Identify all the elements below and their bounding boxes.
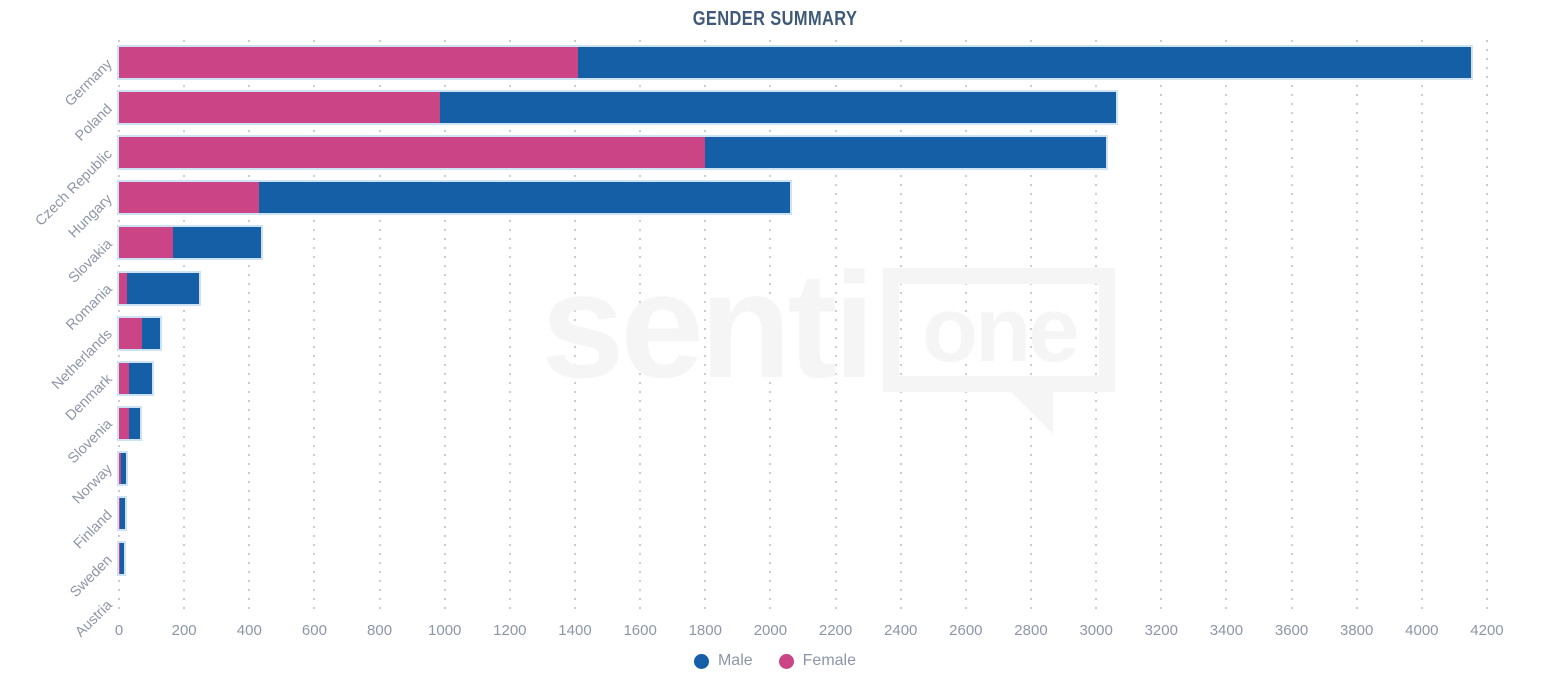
bar-finland[interactable] [119,498,125,529]
gridline-x-1200 [508,40,511,615]
gridline-x-200 [183,40,186,615]
legend-dot-icon [778,653,794,669]
gridline-x-2000 [769,40,772,615]
gridline-x-1400 [573,40,576,615]
bar-poland[interactable] [119,92,1116,124]
gridline-x-600 [313,40,316,615]
bar-segment-male[interactable] [119,498,125,529]
bar-segment-female[interactable] [119,272,128,304]
x-tick-label-0: 0 [114,622,124,639]
gridline-x-3800 [1355,40,1358,615]
bar-segment-female[interactable] [119,137,706,169]
x-tick-label-3200: 3200 [1144,622,1178,639]
bar-segment-male[interactable] [141,317,160,349]
legend-dot-icon [693,653,709,669]
bar-segment-male[interactable] [128,407,141,439]
gridline-x-1000 [443,40,446,615]
gridline-x-3400 [1225,40,1228,615]
category-label-germany: Germany [62,55,116,110]
bar-segment-female[interactable] [119,47,579,78]
bar-slovakia[interactable] [119,227,261,259]
gridline-x-2200 [834,40,837,615]
x-tick-label-3800: 3800 [1340,622,1374,639]
gridline-x-4000 [1420,40,1423,615]
bar-segment-male[interactable] [172,227,261,259]
x-tick-label-4200: 4200 [1470,622,1504,639]
gridline-x-2400 [899,40,902,615]
gridline-x-3200 [1160,40,1163,615]
x-tick-label-400: 400 [236,622,262,639]
bar-segment-male[interactable] [705,137,1106,169]
x-tick-label-2000: 2000 [753,622,788,639]
bar-slovenia[interactable] [119,407,141,439]
gridline-x-3000 [1095,40,1098,615]
bar-segment-male[interactable] [128,362,152,394]
watermark-bubble-tail-icon [995,376,1054,434]
bar-norway[interactable] [119,452,126,484]
bar-segment-male[interactable] [120,452,126,484]
x-tick-label-1400: 1400 [558,622,592,639]
sentione-watermark: senti one [541,250,1116,434]
gridline-x-4200 [1485,40,1488,615]
bar-segment-female[interactable] [119,452,121,484]
bar-segment-female[interactable] [119,317,142,349]
x-tick-label-3000: 3000 [1079,622,1113,639]
gridline-x-400 [248,40,251,615]
bar-segment-female[interactable] [119,362,129,394]
bar-segment-male[interactable] [259,182,790,214]
bar-romania[interactable] [119,272,199,304]
x-tick-label-4000: 4000 [1405,622,1439,639]
x-tick-label-1200: 1200 [493,622,527,639]
bar-denmark[interactable] [119,362,152,394]
x-tick-label-3400: 3400 [1209,622,1244,639]
legend: Male Female [0,652,1550,670]
legend-item-female[interactable]: Female [778,652,857,670]
bar-segment-female[interactable] [119,227,173,259]
bar-germany[interactable] [119,47,1471,78]
gridline-x-3600 [1290,40,1293,615]
x-tick-label-800: 800 [367,622,393,639]
bar-segment-male[interactable] [119,543,124,575]
bar-hungary[interactable] [119,182,790,214]
gridline-x-2600 [964,40,967,615]
x-tick-label-600: 600 [301,622,327,639]
bar-segment-male[interactable] [127,272,199,304]
chart-title: GENDER SUMMARY [692,8,858,30]
gridline-x-1800 [704,40,707,615]
x-tick-label-2800: 2800 [1014,622,1048,639]
x-tick-label-2400: 2400 [884,622,918,639]
gridline-x-800 [378,40,381,615]
x-tick-label-2200: 2200 [818,622,853,639]
bar-netherlands[interactable] [119,317,160,349]
gridline-x-2800 [1029,40,1032,615]
watermark-speech-bubble: one [883,268,1116,434]
legend-item-male[interactable]: Male [693,652,753,670]
bar-segment-female[interactable] [119,543,120,575]
x-tick-label-1800: 1800 [688,622,722,639]
gridline-x-1600 [639,40,642,615]
bar-segment-female[interactable] [119,92,440,124]
x-tick-label-2600: 2600 [949,622,983,639]
bar-segment-female[interactable] [119,498,120,529]
bar-segment-male[interactable] [439,92,1116,124]
bar-segment-female[interactable] [119,182,260,214]
bar-czech-republic[interactable] [119,137,1106,169]
x-tick-label-1000: 1000 [428,622,462,639]
x-tick-label-3600: 3600 [1274,622,1309,639]
bar-sweden[interactable] [119,543,124,575]
x-tick-label-200: 200 [171,622,197,639]
bar-segment-male[interactable] [578,47,1471,78]
watermark-text-one: one [921,279,1080,381]
legend-label: Female [802,652,857,669]
bar-segment-female[interactable] [119,407,129,439]
x-tick-label-1600: 1600 [623,622,657,639]
legend-label: Male [717,652,753,669]
